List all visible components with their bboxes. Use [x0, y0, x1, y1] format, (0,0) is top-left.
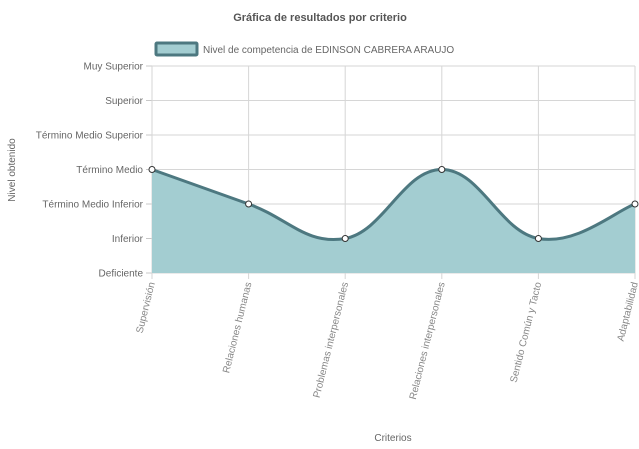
x-tick-label: Supervisión [135, 281, 158, 334]
x-tick-label: Relaciones interpersonales [408, 281, 448, 401]
series-line [151, 167, 636, 242]
data-point[interactable] [341, 235, 349, 242]
data-point[interactable] [148, 166, 156, 173]
y-tick-label: Término Medio Inferior [42, 200, 143, 211]
x-tick-label: Sentido Común y Tacto [509, 281, 545, 384]
y-axis-ticks: Deficiente Inferior Término Medio Inferior… [36, 62, 144, 280]
legend[interactable]: Nivel de competencia de EDINSON CABRERA … [154, 41, 454, 57]
y-tick-label: Inferior [112, 234, 144, 245]
legend-swatch [154, 41, 199, 57]
y-axis-title: Nivel obtenido [7, 138, 18, 202]
y-tick-label: Deficiente [99, 269, 144, 280]
x-axis-ticks: Supervisión Relaciones humanas Problemas i… [135, 281, 639, 401]
series-area-fill [152, 169, 635, 273]
data-point[interactable] [631, 200, 639, 208]
data-point[interactable] [245, 200, 253, 208]
y-tick-label: Superior [105, 96, 143, 107]
series-area [151, 167, 636, 273]
x-axis-title: Criterios [374, 433, 411, 444]
y-tick-label: Término Medio Superior [36, 131, 144, 142]
x-tick-label: Adaptabilidad [616, 281, 639, 342]
series-points [148, 166, 639, 242]
chart-title: Gráfica de resultados por criterio [233, 12, 407, 24]
x-tick-label: Problemas interpersonales [312, 281, 351, 399]
data-point[interactable] [438, 166, 446, 173]
y-tick-label: Término Medio [76, 165, 143, 176]
y-tick-label: Muy Superior [84, 62, 144, 73]
legend-label: Nivel de competencia de EDINSON CABRERA … [203, 45, 454, 56]
data-point[interactable] [534, 235, 542, 242]
x-tick-label: Relaciones humanas [221, 281, 254, 374]
